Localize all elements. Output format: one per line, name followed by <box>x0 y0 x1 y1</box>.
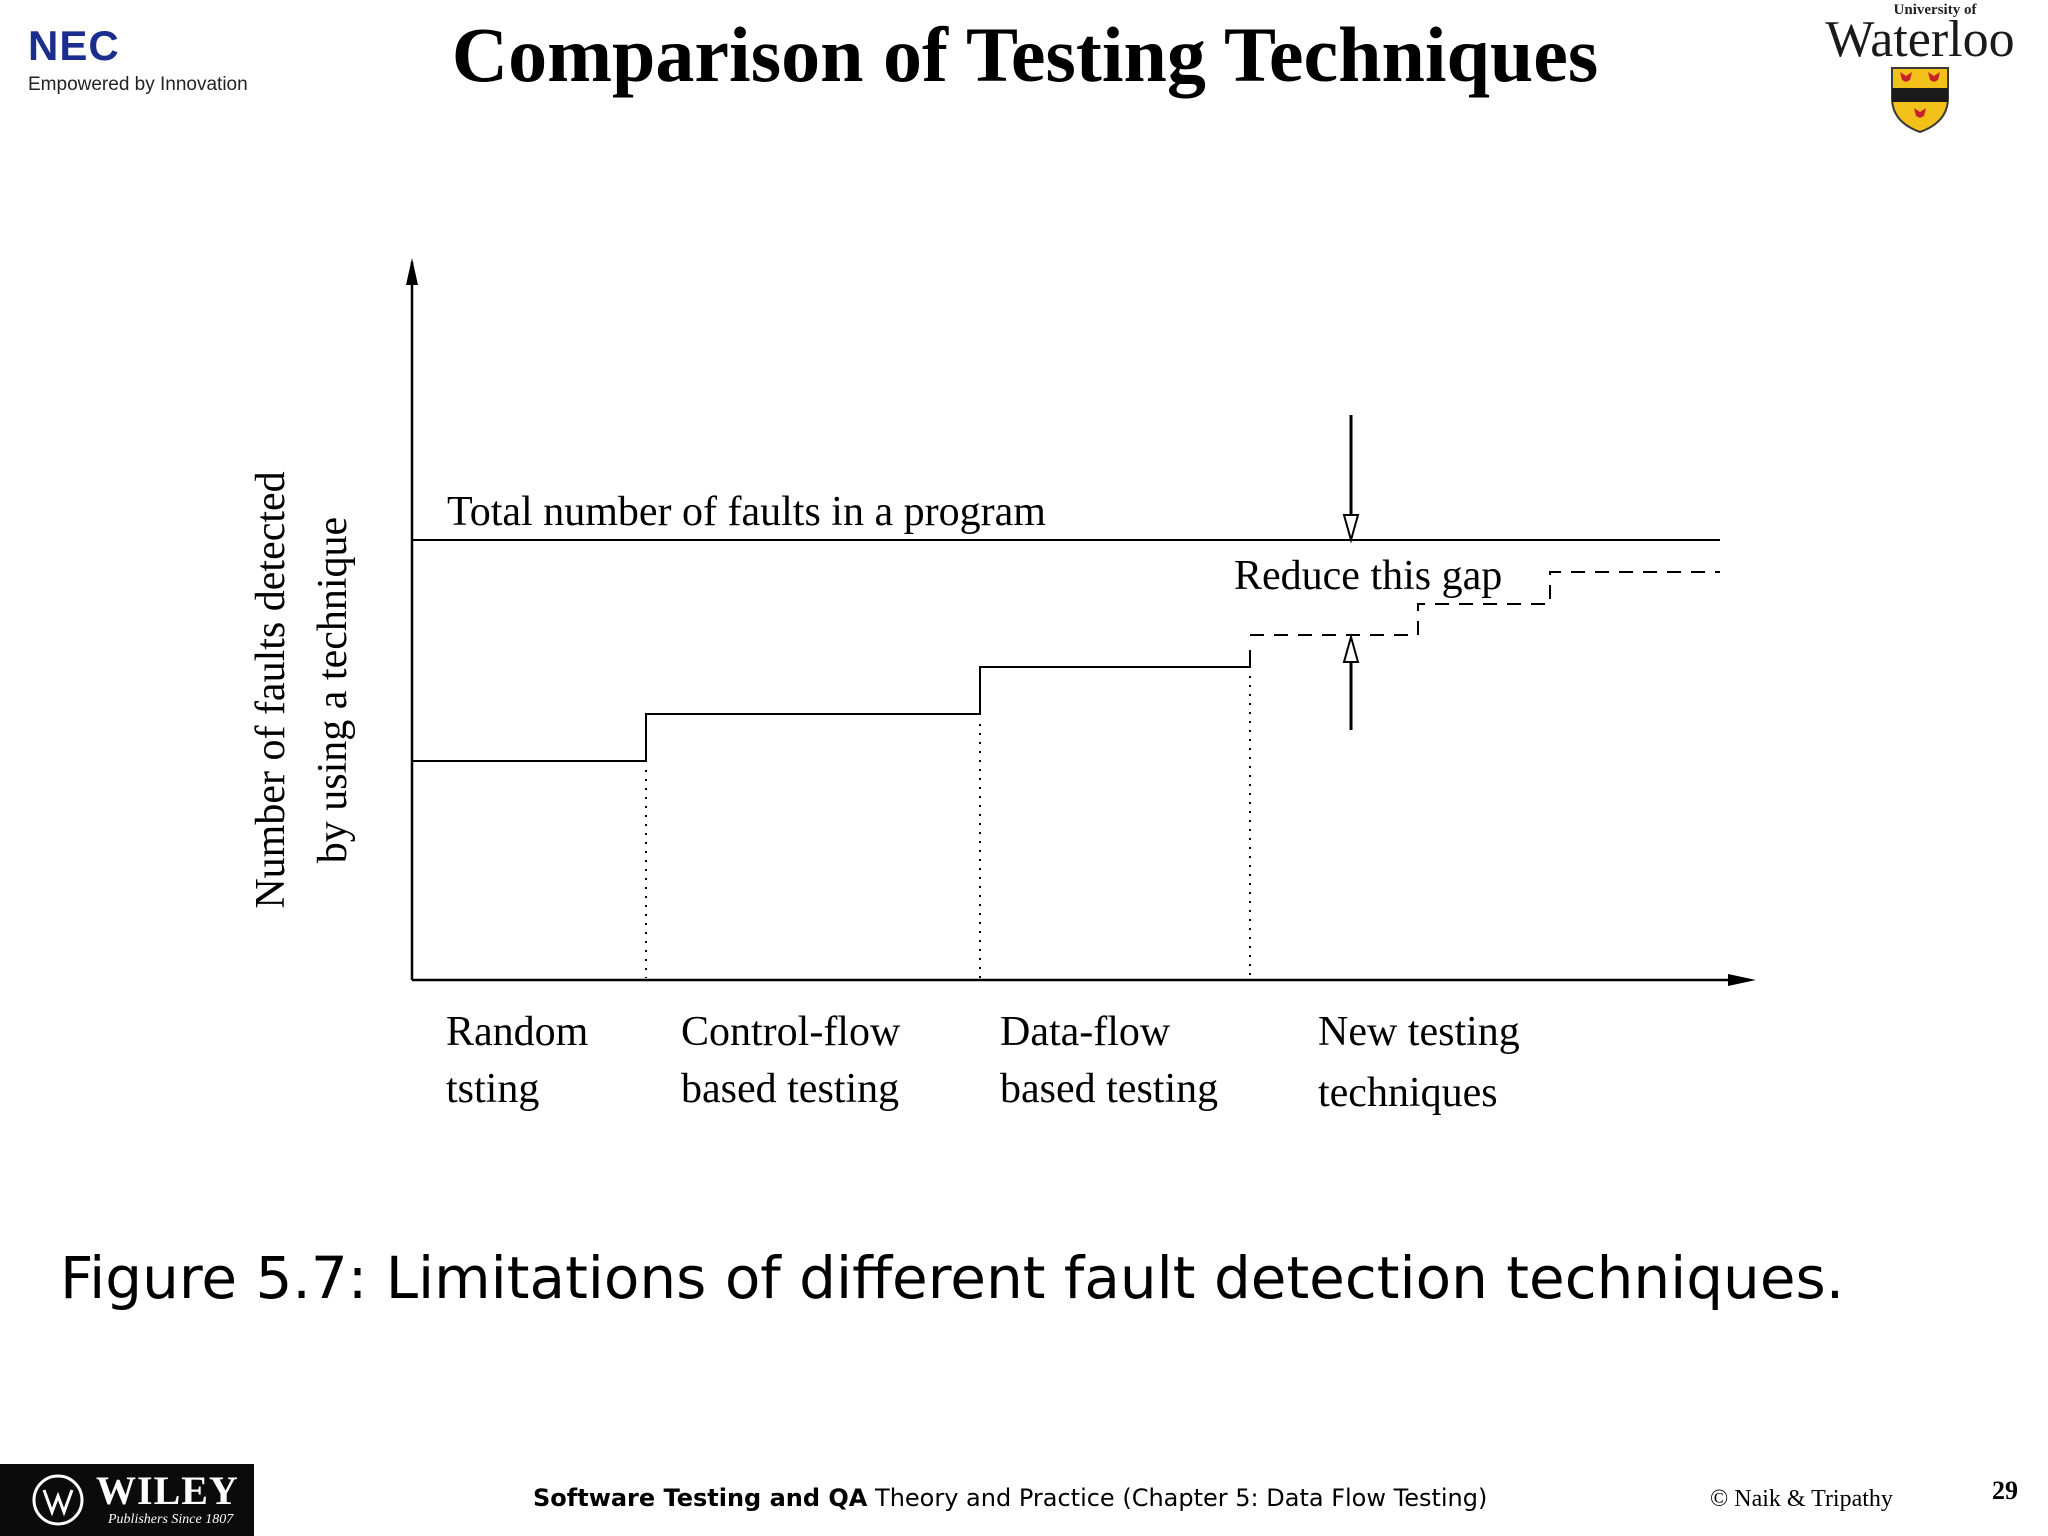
y-axis-label: Number of faults detected by using a tec… <box>240 430 370 950</box>
wiley-logo-subtitle: Publishers Since 1807 <box>108 1512 234 1527</box>
footer-course-text: Software Testing and QA Theory and Pract… <box>533 1484 1487 1512</box>
detected-faults-step-line <box>412 650 1251 762</box>
waterloo-logo-small-text: University of <box>1893 2 1977 18</box>
footer-subtitle: Theory and Practice <box>875 1484 1115 1512</box>
y-axis-arrowhead <box>406 258 418 285</box>
gap-arrow-bottom-head <box>1342 633 1360 663</box>
category-label-line1: Control-flow <box>681 1009 901 1055</box>
page-number: 29 <box>1992 1476 2018 1505</box>
category-label-line2: based testing <box>681 1066 900 1112</box>
waterloo-logo: University of Waterloo <box>1800 2 2040 134</box>
total-faults-label: Total number of faults in a program <box>447 489 1046 535</box>
slide-title: Comparison of Testing Techniques <box>451 11 1599 98</box>
y-axis-label-line1: Number of faults detected <box>248 471 294 909</box>
category-label-line1: Data-flow <box>1000 1009 1171 1055</box>
wiley-logo-word: WILEY <box>96 1468 239 1513</box>
y-axis-label-line2: by using a technique <box>310 516 356 864</box>
reduce-gap-label: Reduce this gap <box>1234 553 1503 599</box>
waterloo-logo-word: Waterloo <box>1825 11 2015 68</box>
category-label-line2: based testing <box>1000 1066 1219 1112</box>
category-new-testing-techniques: New testing techniques <box>1318 1004 1520 1122</box>
category-control-flow-testing: Control-flow based testing <box>681 1004 900 1118</box>
footer-copyright: © Naik & Tripathy <box>1710 1486 1893 1512</box>
category-label-line1: Random <box>446 1009 589 1055</box>
gap-arrow-top-head <box>1342 514 1360 544</box>
waterloo-crest-icon <box>1891 67 1949 134</box>
footer-bold-title: Software Testing and QA <box>533 1484 868 1512</box>
figure-caption: Figure 5.7: Limitations of different fau… <box>60 1244 1845 1312</box>
category-random-testing: Random tsting <box>446 1004 588 1118</box>
wiley-emblem-icon <box>32 1474 84 1526</box>
nec-logo: NEC Empowered by Innovation <box>28 24 268 104</box>
category-label-line1: New testing <box>1318 1009 1520 1055</box>
nec-logo-tagline: Empowered by Innovation <box>28 74 248 95</box>
category-label-line2: tsting <box>446 1066 540 1112</box>
wiley-logo: WILEY Publishers Since 1807 <box>0 1464 254 1536</box>
category-data-flow-testing: Data-flow based testing <box>1000 1004 1218 1118</box>
category-label-line2: techniques <box>1318 1070 1498 1116</box>
projected-new-techniques-line <box>1250 571 1720 636</box>
nec-logo-word: NEC <box>28 22 120 69</box>
x-axis-arrowhead <box>1728 974 1756 986</box>
footer-chapter: (Chapter 5: Data Flow Testing) <box>1122 1484 1488 1512</box>
